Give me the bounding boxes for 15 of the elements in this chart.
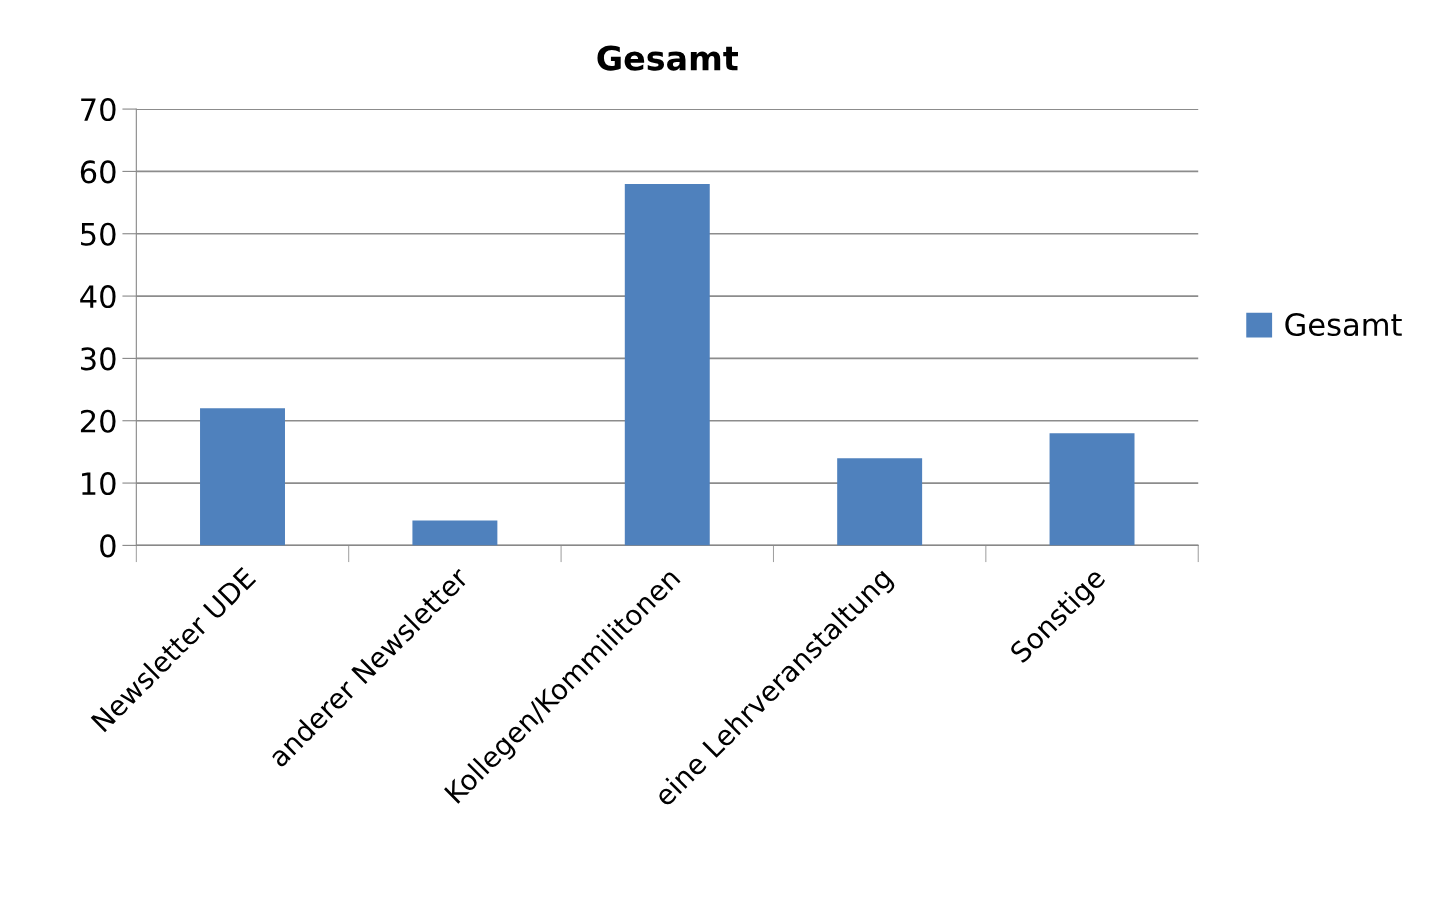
y-tick-label: 20 — [80, 409, 116, 433]
y-tick-label: 70 — [81, 98, 116, 122]
legend-label: Gesamt — [1285, 312, 1402, 337]
y-tick-label: 30 — [81, 347, 116, 371]
bar — [1049, 433, 1135, 546]
y-tick-label: 0 — [100, 534, 116, 558]
y-tick-label: 10 — [82, 472, 116, 496]
y-tick-label: 40 — [80, 285, 116, 309]
bar — [200, 408, 285, 546]
bar — [412, 520, 498, 546]
bar — [624, 183, 710, 546]
y-tick-label: 60 — [80, 160, 116, 184]
chart-title: Gesamt — [597, 45, 738, 71]
y-tick-label: 50 — [81, 222, 116, 246]
bar — [837, 458, 923, 546]
